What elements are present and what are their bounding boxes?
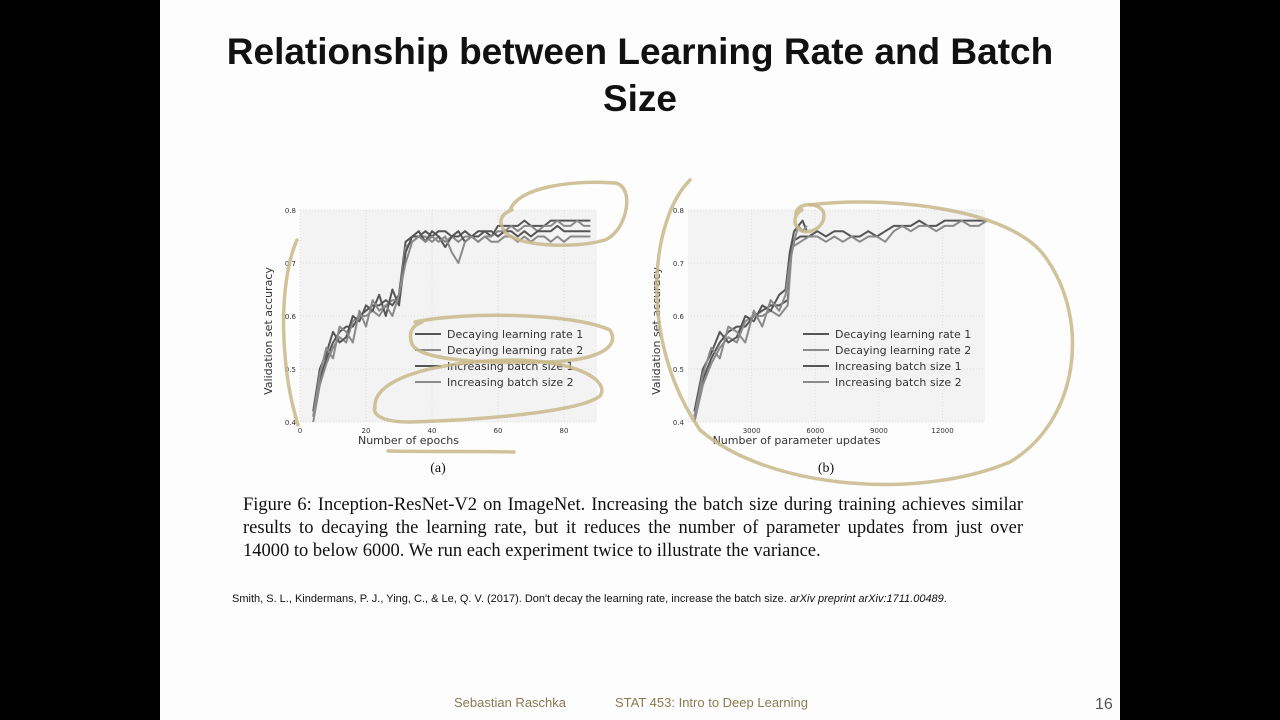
legend-entry: Decaying learning rate 1 bbox=[835, 328, 971, 341]
annotation-underline-a bbox=[386, 449, 516, 454]
series-line-3 bbox=[693, 219, 808, 412]
x-tick-label: 9000 bbox=[870, 427, 888, 435]
panel-label: (a) bbox=[430, 461, 446, 476]
annotation-loop-batch-a bbox=[372, 358, 604, 424]
x-axis-label: Number of parameter updates bbox=[713, 434, 881, 447]
annotation-loop-legend-a bbox=[408, 313, 615, 365]
annotation-small-circle-b bbox=[793, 202, 826, 234]
x-tick-label: 12000 bbox=[931, 427, 953, 435]
slide-title-line1: Relationship between Learning Rate and B… bbox=[226, 31, 1054, 72]
x-axis-label: Number of epochs bbox=[358, 434, 459, 447]
x-tick-label: 20 bbox=[362, 427, 371, 435]
annotation-tick-yaxis-a bbox=[281, 238, 300, 427]
y-tick-label: 0.8 bbox=[285, 207, 296, 215]
x-tick-label: 6000 bbox=[806, 427, 824, 435]
x-tick-label: 40 bbox=[428, 427, 437, 435]
x-tick-label: 80 bbox=[560, 427, 569, 435]
slide: Relationship between Learning Rate and B… bbox=[160, 0, 1120, 720]
series-line-3 bbox=[312, 224, 591, 412]
y-tick-label: 0.6 bbox=[673, 313, 685, 321]
legend-entry: Decaying learning rate 2 bbox=[447, 344, 583, 357]
x-tick-label: 60 bbox=[494, 427, 503, 435]
citation-text: Smith, S. L., Kindermans, P. J., Ying, C… bbox=[232, 593, 787, 605]
legend-entry: Increasing batch size 2 bbox=[835, 376, 962, 389]
y-tick-label: 0.5 bbox=[673, 366, 684, 374]
y-tick-label: 0.8 bbox=[673, 207, 684, 215]
y-tick-label: 0.4 bbox=[285, 419, 297, 427]
panel-label: (b) bbox=[818, 461, 835, 476]
slide-title: Relationship between Learning Rate and B… bbox=[160, 28, 1120, 122]
citation-journal: arXiv preprint arXiv:1711.00489 bbox=[789, 593, 944, 605]
slide-title-line2: Size bbox=[602, 78, 678, 119]
legend-entry: Increasing batch size 1 bbox=[835, 360, 962, 373]
y-tick-label: 0.4 bbox=[673, 419, 685, 427]
page-number: 16 bbox=[1095, 696, 1113, 713]
series-line-2 bbox=[693, 219, 988, 423]
annotation-big-ellipse-b bbox=[655, 178, 1075, 487]
citation-end: . bbox=[943, 593, 947, 605]
panel-b: 3000 6000 9000 12000 0.4 0.5 0.6 0.7 0.8 Number o… bbox=[650, 207, 988, 476]
y-tick-label: 0.6 bbox=[285, 313, 297, 321]
legend-entry: Decaying learning rate 1 bbox=[447, 328, 583, 341]
footer-author: Sebastian Raschka bbox=[454, 695, 567, 710]
pen-annotations bbox=[281, 178, 1075, 487]
legend-entry: Increasing batch size 2 bbox=[447, 376, 574, 389]
y-tick-label: 0.5 bbox=[285, 366, 296, 374]
figure: 0 20 40 60 80 0.4 0.5 0.6 0.7 0.8 Number of epochs… bbox=[262, 178, 1075, 487]
y-axis-label: Validation set accuracy bbox=[262, 267, 275, 395]
plot-area bbox=[688, 210, 985, 422]
x-tick-label: 3000 bbox=[743, 427, 761, 435]
footer-course: STAT 453: Intro to Deep Learning bbox=[615, 695, 808, 710]
figure-caption: Figure 6: Inception-ResNet-V2 on ImageNe… bbox=[243, 495, 1023, 561]
series-line-4 bbox=[693, 224, 808, 417]
y-tick-label: 0.7 bbox=[673, 260, 684, 268]
legend-entry: Decaying learning rate 2 bbox=[835, 344, 971, 357]
annotation-circle-top-right-a bbox=[499, 180, 629, 248]
series-line-4 bbox=[312, 235, 591, 417]
y-axis-label: Validation set accuracy bbox=[650, 267, 663, 395]
citation: Smith, S. L., Kindermans, P. J., Ying, C… bbox=[232, 593, 1112, 605]
x-tick-label: 0 bbox=[298, 427, 302, 435]
